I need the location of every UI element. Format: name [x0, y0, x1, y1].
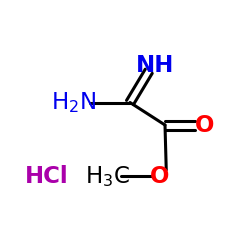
Text: $\mathsf{H_2N}$: $\mathsf{H_2N}$	[51, 90, 96, 115]
Text: HCl: HCl	[24, 165, 68, 188]
Text: O: O	[150, 165, 170, 188]
Text: NH: NH	[136, 54, 174, 76]
Text: $\mathsf{H_3C}$: $\mathsf{H_3C}$	[85, 164, 130, 189]
Text: O: O	[195, 114, 215, 136]
